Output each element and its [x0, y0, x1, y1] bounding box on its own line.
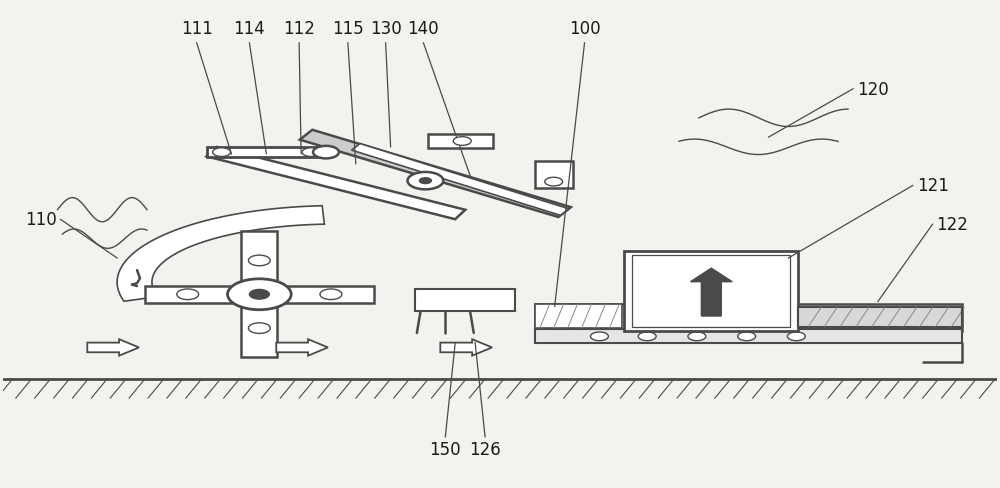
Circle shape: [320, 289, 342, 300]
Text: 115: 115: [332, 20, 364, 38]
Text: 112: 112: [283, 20, 315, 38]
Polygon shape: [207, 147, 326, 158]
Text: 120: 120: [857, 81, 889, 99]
Circle shape: [313, 146, 339, 159]
FancyArrow shape: [690, 268, 732, 316]
FancyArrow shape: [440, 340, 492, 356]
Circle shape: [453, 138, 471, 146]
Bar: [535, 329, 962, 343]
Circle shape: [590, 332, 608, 341]
Text: 150: 150: [429, 440, 461, 458]
Bar: [624, 251, 798, 331]
Polygon shape: [300, 130, 571, 218]
Circle shape: [545, 178, 563, 186]
Circle shape: [688, 332, 706, 341]
Text: 126: 126: [469, 440, 501, 458]
Polygon shape: [117, 206, 324, 302]
Circle shape: [228, 279, 291, 310]
Polygon shape: [207, 148, 465, 220]
Text: 130: 130: [370, 20, 402, 38]
Text: 122: 122: [937, 216, 968, 234]
Circle shape: [408, 173, 443, 190]
Bar: [632, 255, 790, 327]
Text: 100: 100: [569, 20, 600, 38]
Bar: [535, 305, 622, 328]
Circle shape: [638, 332, 656, 341]
Bar: [241, 232, 277, 357]
Bar: [415, 290, 515, 311]
Text: 114: 114: [234, 20, 265, 38]
Circle shape: [248, 256, 270, 266]
FancyArrow shape: [87, 340, 139, 356]
Circle shape: [249, 290, 269, 300]
Polygon shape: [352, 144, 569, 216]
Bar: [535, 162, 573, 188]
Bar: [145, 286, 374, 304]
Text: 121: 121: [917, 177, 949, 195]
Circle shape: [302, 148, 320, 157]
Circle shape: [177, 289, 199, 300]
Bar: [535, 305, 962, 331]
FancyArrow shape: [276, 340, 328, 356]
Circle shape: [787, 332, 805, 341]
Text: 111: 111: [181, 20, 213, 38]
Circle shape: [738, 332, 756, 341]
Text: 140: 140: [408, 20, 439, 38]
Circle shape: [248, 323, 270, 334]
Circle shape: [419, 179, 431, 184]
Circle shape: [213, 148, 231, 157]
Text: 110: 110: [25, 211, 56, 229]
Bar: [798, 308, 962, 327]
Bar: [428, 135, 493, 148]
